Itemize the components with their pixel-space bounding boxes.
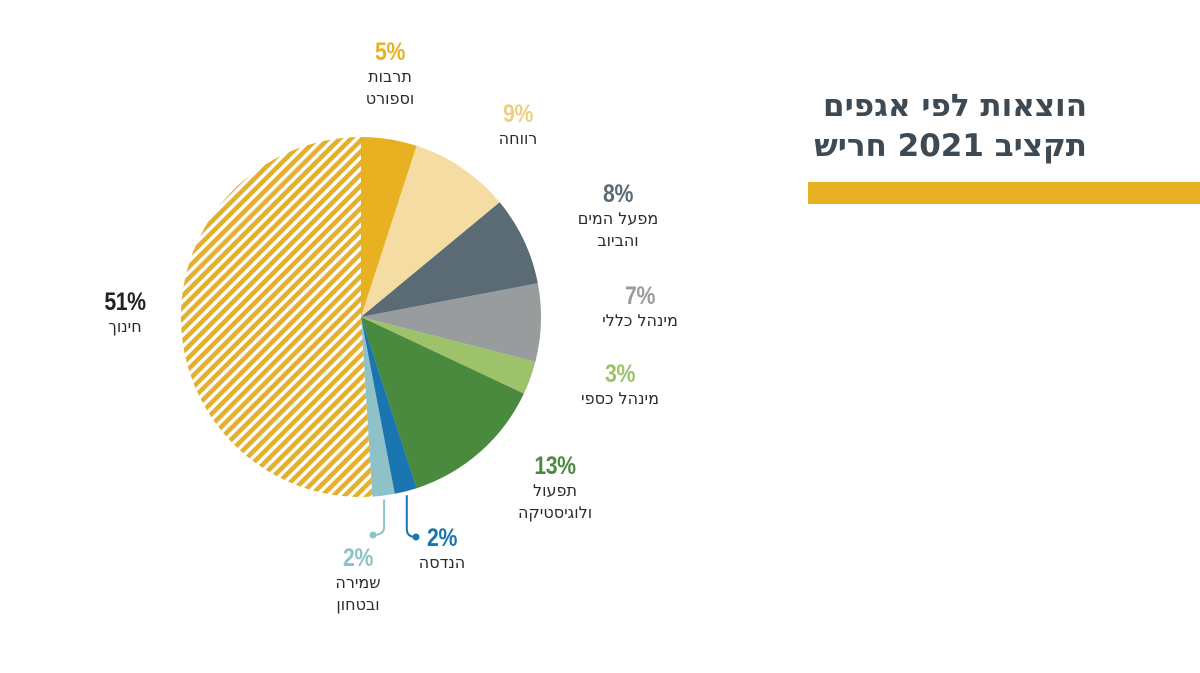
- pct-label-operations: 13%: [534, 452, 576, 480]
- label-culture: 5% תרבות וספורט: [345, 38, 435, 110]
- pct-label-engineering: 2%: [427, 524, 457, 552]
- title-accent-bar: [808, 182, 1200, 204]
- name-label-security-2: ובטחון: [336, 595, 380, 614]
- label-general: 7% מינהל כללי: [575, 282, 705, 332]
- label-operations: 13% תפעול ולוגיסטיקה: [495, 452, 615, 524]
- pct-label-security: 2%: [343, 544, 373, 572]
- pct-label-general: 7%: [625, 282, 655, 310]
- label-education: 51% חינוך: [80, 288, 170, 338]
- name-label-operations-2: ולוגיסטיקה: [517, 503, 593, 522]
- pie-slice-finance: [361, 317, 536, 394]
- label-water: 8% מפעל המים והביוב: [558, 180, 678, 252]
- pie-slice-welfare: [361, 145, 500, 317]
- label-engineering: 2% הנדסה: [402, 524, 482, 574]
- leader-dot-engineering: [412, 533, 420, 541]
- name-label-education: חינוך: [108, 317, 142, 336]
- chart-title: הוצאות לפי אגפים תקציב 2021 חריש: [727, 86, 1087, 166]
- name-label-water-1: מפעל המים: [577, 209, 659, 228]
- name-label-operations-1: תפעול: [533, 481, 577, 500]
- pie-slice-engineering: [361, 317, 417, 494]
- pie-slice-security: [361, 317, 395, 497]
- label-security: 2% שמירה ובטחון: [318, 544, 398, 616]
- label-welfare: 9% רווחה: [478, 100, 558, 150]
- title-line-1: הוצאות לפי אגפים: [823, 88, 1087, 124]
- label-finance: 3% מינהל כספי: [555, 360, 685, 410]
- pct-label-culture: 5%: [375, 38, 405, 66]
- name-label-water-2: והביוב: [597, 231, 639, 250]
- pie-slice-water: [361, 202, 538, 317]
- pie-slice-operations: [361, 317, 524, 489]
- leader-line-security: [372, 499, 386, 536]
- pie-slice-general: [361, 283, 541, 362]
- pct-label-finance: 3%: [605, 360, 635, 388]
- pct-label-welfare: 9%: [503, 100, 533, 128]
- pct-label-education: 51%: [104, 288, 146, 316]
- name-label-culture-1: תרבות: [368, 67, 412, 86]
- title-line-2: תקציב 2021 חריש: [814, 128, 1087, 164]
- name-label-general: מינהל כללי: [602, 311, 678, 330]
- name-label-security-1: שמירה: [335, 573, 381, 592]
- leader-dot-security: [369, 531, 377, 539]
- pie-slice-culture: [361, 137, 417, 317]
- name-label-culture-2: וספורט: [365, 89, 415, 108]
- name-label-engineering: הנדסה: [418, 553, 466, 572]
- pie-slice-education: [180, 136, 373, 497]
- name-label-finance: מינהל כספי: [581, 389, 659, 408]
- name-label-welfare: רווחה: [498, 129, 538, 148]
- pct-label-water: 8%: [603, 180, 633, 208]
